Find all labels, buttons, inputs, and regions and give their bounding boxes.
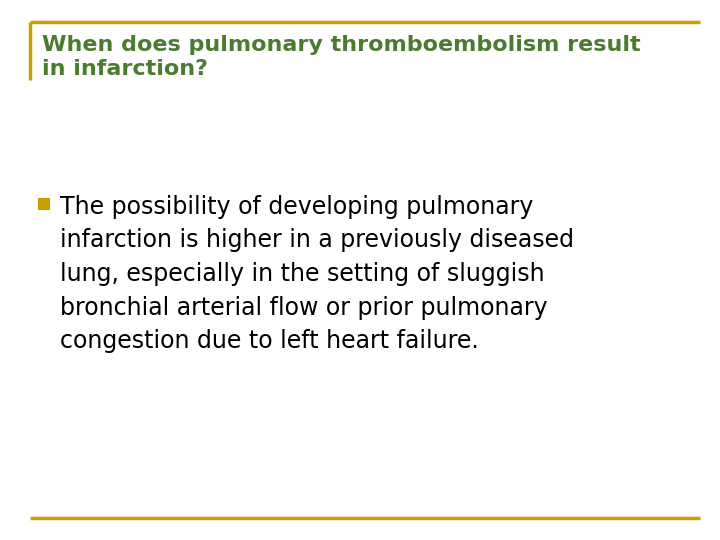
Text: When does pulmonary thromboembolism result
in infarction?: When does pulmonary thromboembolism resu…	[42, 35, 641, 79]
Bar	[38, 198, 50, 210]
Text: The possibility of developing pulmonary
infarction is higher in a previously dis: The possibility of developing pulmonary …	[60, 195, 574, 353]
